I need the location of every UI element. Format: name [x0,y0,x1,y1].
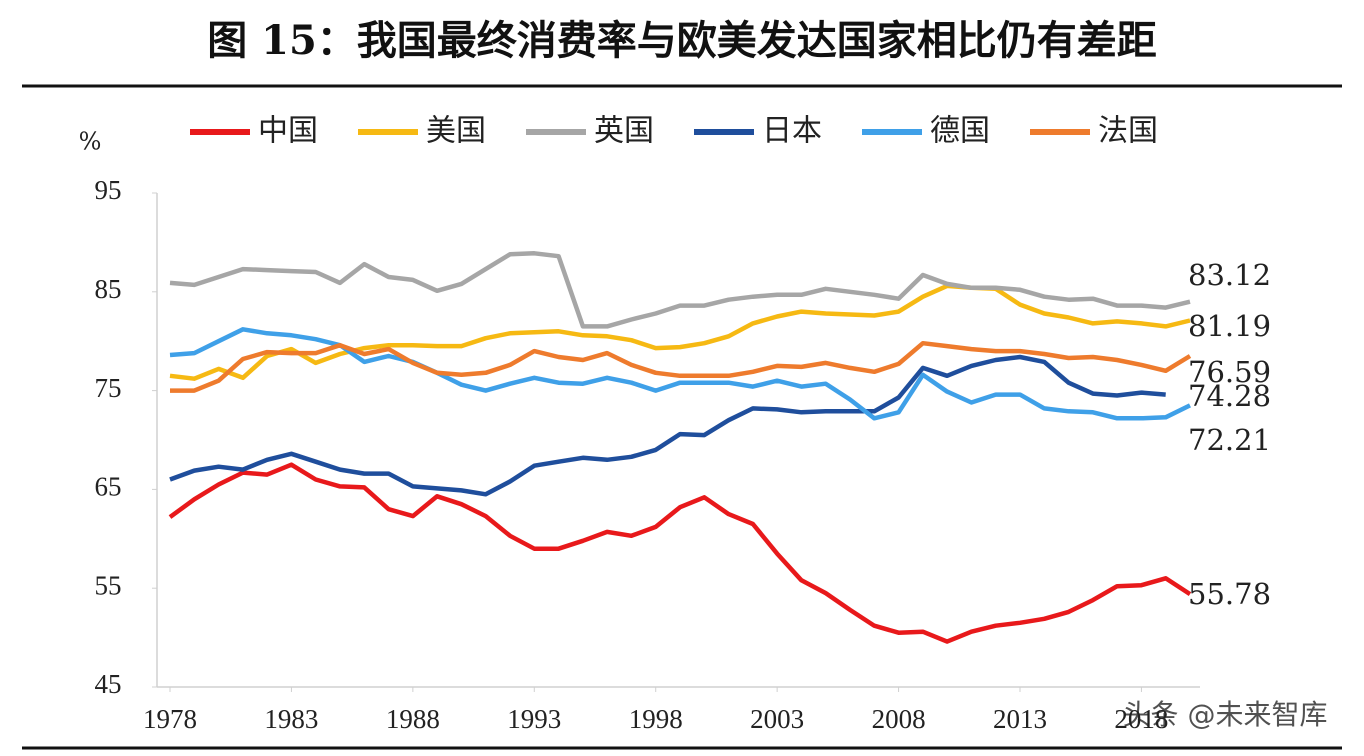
x-tick-label: 1983 [264,704,318,734]
x-tick-label: 2018 [1114,704,1168,734]
end-label: 55.78 [1188,577,1271,611]
y-tick-label: 45 [95,669,122,699]
end-label: 76.59 [1188,355,1271,389]
y-tick-label: 75 [95,373,122,403]
series-line [169,251,1191,329]
legend-label: 德国 [930,114,990,149]
y-tick-label: 95 [95,175,122,205]
x-tick-label: 2008 [872,704,926,734]
legend-label: 日本 [762,114,822,149]
x-tick-label: 2003 [750,704,804,734]
series-line [169,354,1166,497]
watermark: 头条 @未来智库 [1123,698,1328,731]
y-tick-label: 55 [95,570,122,600]
series-line [168,462,1192,644]
legend-label: 中国 [258,114,318,149]
end-label: 72.21 [1188,423,1271,457]
legend-label: 法国 [1098,114,1158,149]
x-tick-label: 1998 [629,704,683,734]
end-label: 81.19 [1188,309,1271,343]
x-tick-label: 2013 [993,704,1047,734]
end-label: 74.28 [1188,379,1271,413]
y-tick-label: 65 [95,472,122,502]
x-tick-label: 1993 [507,704,561,734]
y-unit: % [79,128,102,156]
end-label: 83.12 [1188,258,1271,292]
chart-title: 图 15：我国最终消费率与欧美发达国家相比仍有差距 [207,17,1157,64]
y-tick-label: 85 [95,274,122,304]
x-tick-label: 1988 [386,704,440,734]
x-tick-label: 1978 [143,704,197,734]
legend-label: 英国 [594,114,654,149]
legend-label: 美国 [426,114,486,149]
series-line [170,340,1192,393]
series-line [169,283,1191,381]
